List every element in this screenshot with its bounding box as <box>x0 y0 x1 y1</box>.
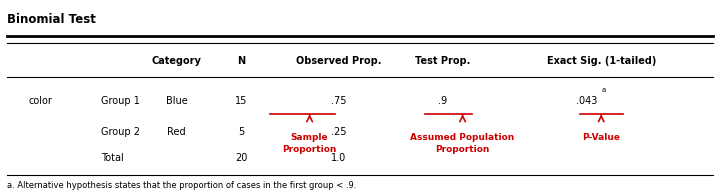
Text: .25: .25 <box>330 127 346 137</box>
Text: Group 1: Group 1 <box>101 96 140 106</box>
Text: Red: Red <box>167 127 186 137</box>
Text: Observed Prop.: Observed Prop. <box>296 56 381 66</box>
Text: .043: .043 <box>576 96 598 106</box>
Text: Assumed Population
Proportion: Assumed Population Proportion <box>410 133 515 154</box>
Text: Category: Category <box>151 56 202 66</box>
Text: Total: Total <box>101 153 124 163</box>
Text: Group 2: Group 2 <box>101 127 140 137</box>
Text: color: color <box>29 96 53 106</box>
Text: Sample
Proportion: Sample Proportion <box>282 133 337 154</box>
Text: a: a <box>601 87 606 93</box>
Text: N: N <box>237 56 246 66</box>
Text: .9: .9 <box>438 96 447 106</box>
Text: 1.0: 1.0 <box>330 153 346 163</box>
Text: 20: 20 <box>235 153 248 163</box>
Text: Exact Sig. (1-tailed): Exact Sig. (1-tailed) <box>546 56 656 66</box>
Text: .75: .75 <box>330 96 346 106</box>
Text: Blue: Blue <box>166 96 187 106</box>
Text: Binomial Test: Binomial Test <box>7 13 96 26</box>
Text: 15: 15 <box>235 96 248 106</box>
Text: Test Prop.: Test Prop. <box>415 56 470 66</box>
Text: a. Alternative hypothesis states that the proportion of cases in the first group: a. Alternative hypothesis states that th… <box>7 181 356 190</box>
Text: 5: 5 <box>238 127 244 137</box>
Text: P-Value: P-Value <box>582 133 620 142</box>
